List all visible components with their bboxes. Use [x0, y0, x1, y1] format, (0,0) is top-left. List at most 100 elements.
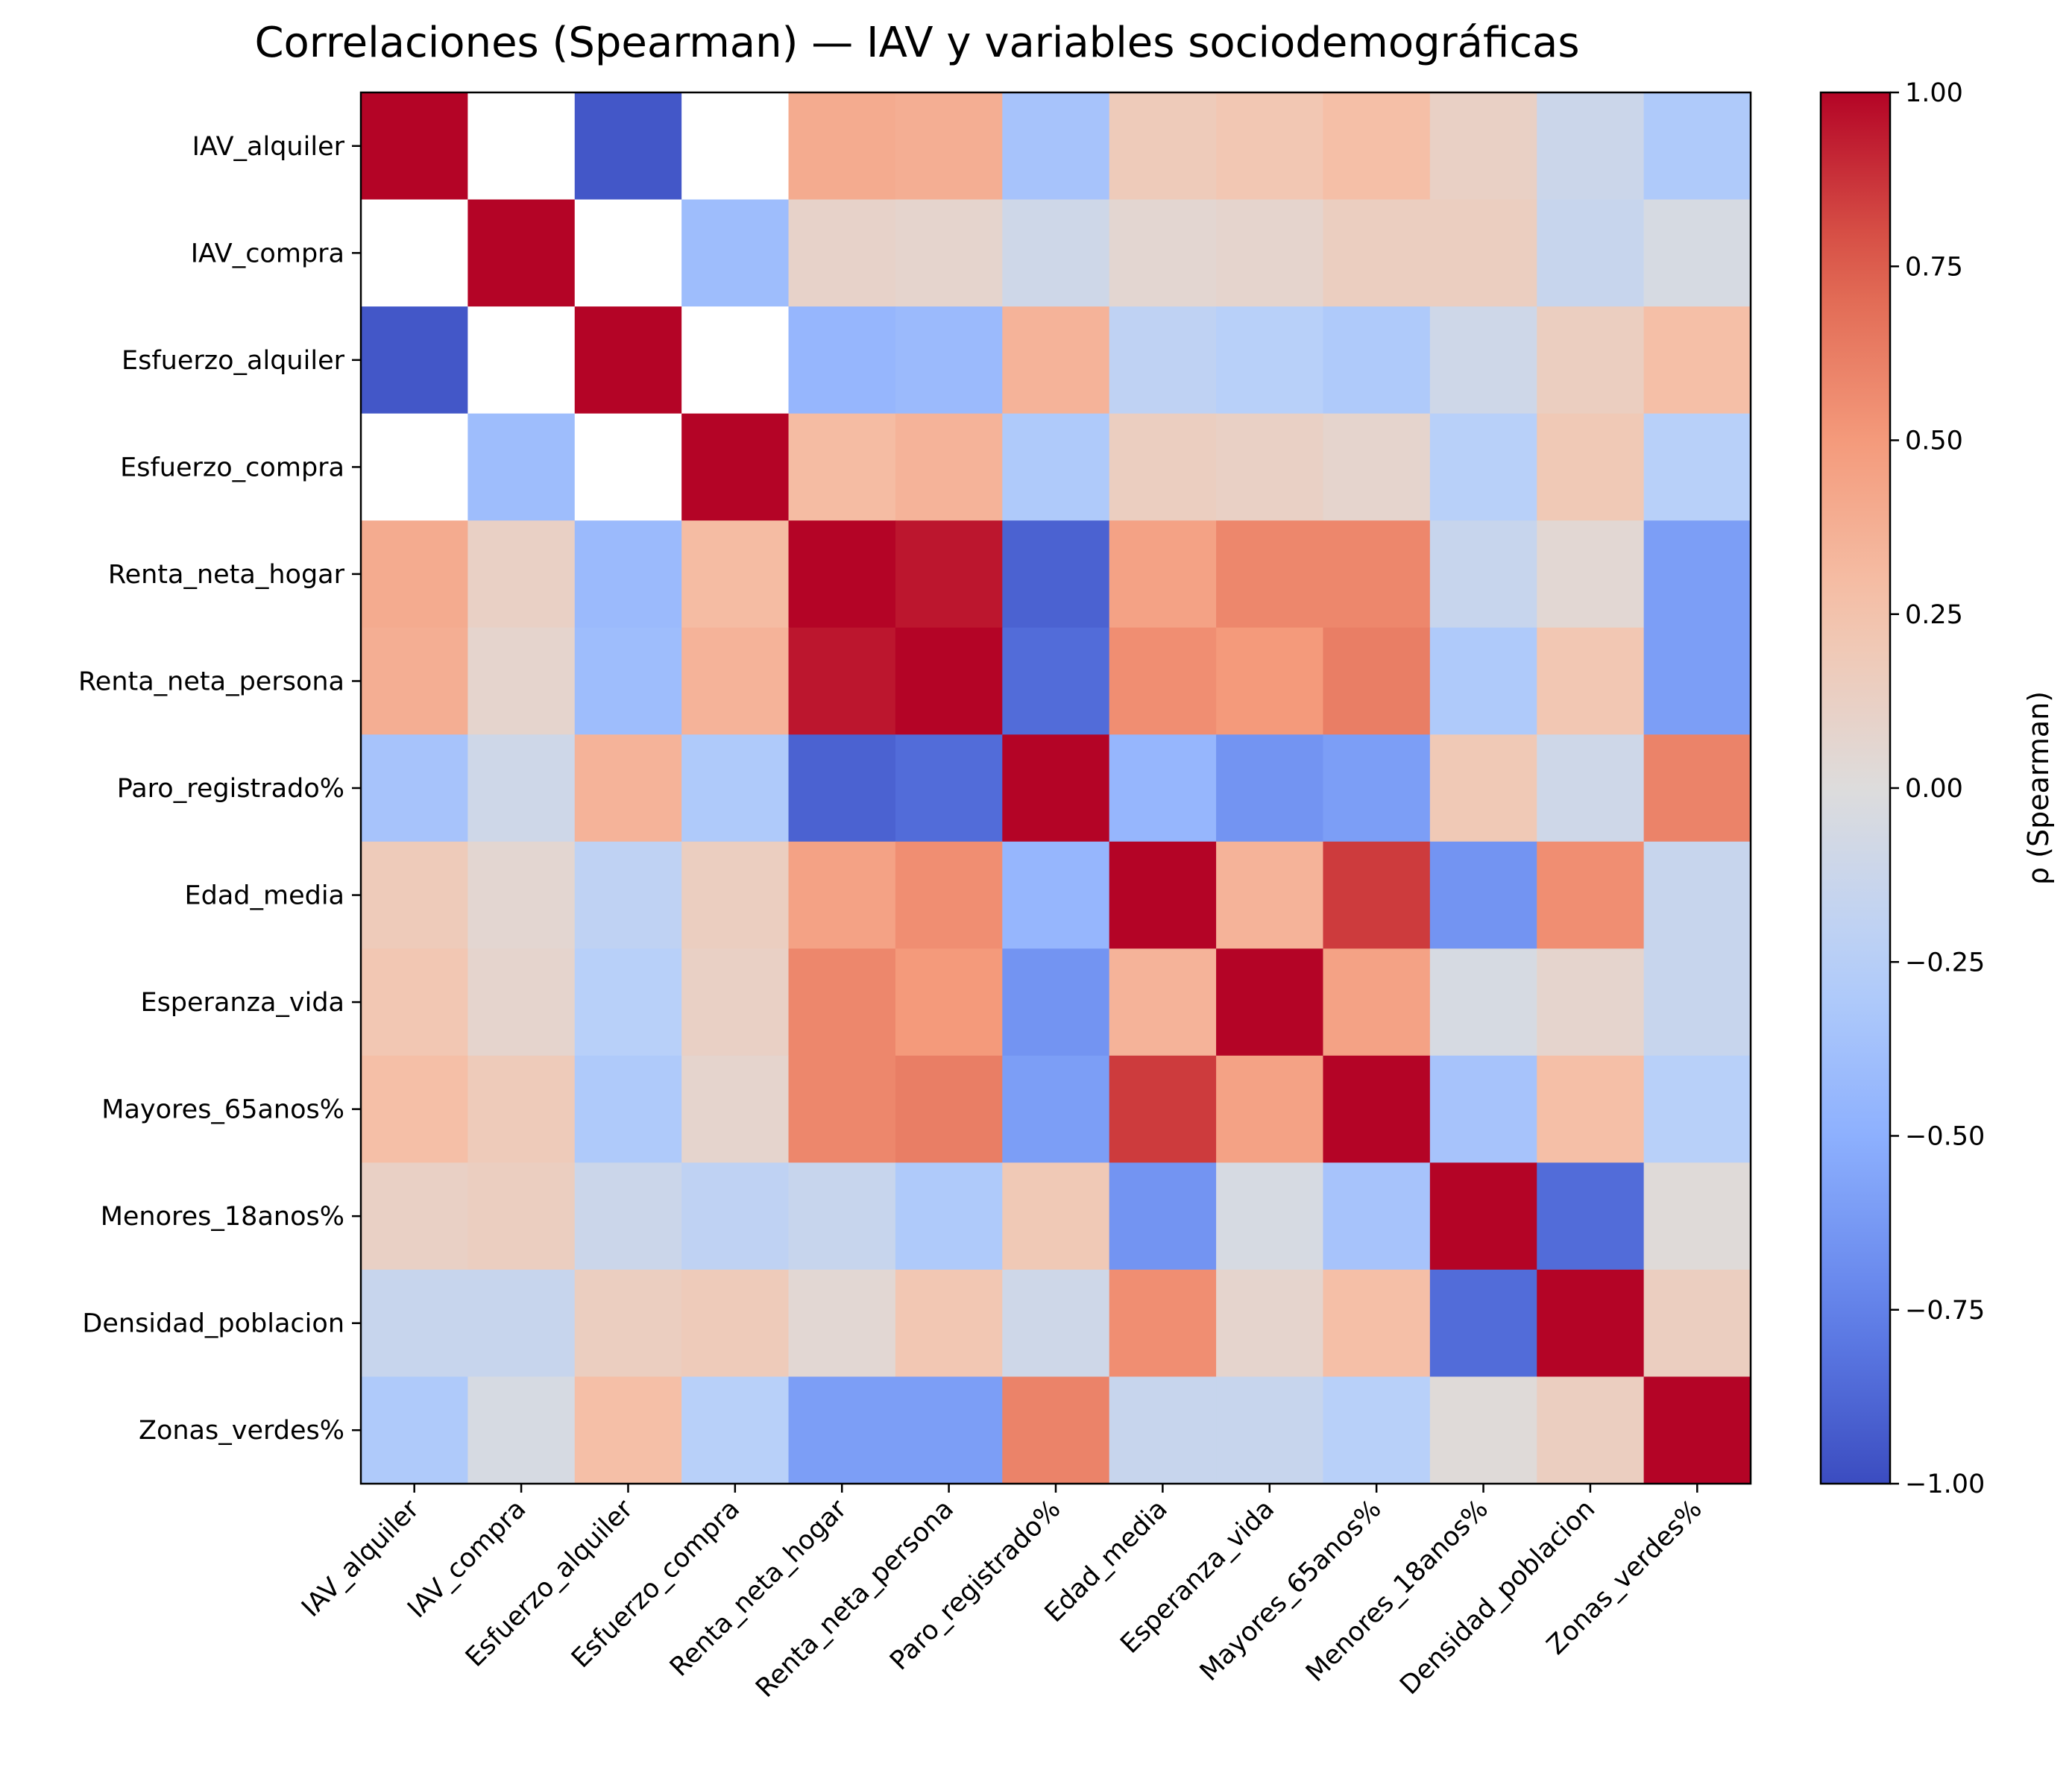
heatmap-cell	[1537, 841, 1645, 949]
heatmap-cell	[895, 520, 1003, 629]
heatmap-cell	[1216, 734, 1324, 842]
heatmap-cell	[1323, 92, 1431, 201]
colorbar-tick-label: 0.75	[1905, 252, 1963, 282]
heatmap-cell	[1429, 841, 1537, 949]
heatmap-cell	[361, 520, 468, 629]
heatmap-cell	[1323, 1376, 1431, 1484]
heatmap-cell	[1109, 841, 1217, 949]
heatmap-cell	[574, 520, 682, 629]
heatmap-cell	[1002, 413, 1110, 521]
colorbar-ticks: 1.00 0.75 0.50 0.25 0.00 −0.25 −0.50 −0.75 −1.00	[1890, 78, 1985, 1499]
heatmap-cell	[1216, 948, 1324, 1056]
heatmap-cell	[1429, 1269, 1537, 1378]
heatmap-cell	[361, 199, 468, 307]
heatmap-cell	[467, 306, 576, 415]
heatmap-cell	[1643, 1269, 1751, 1378]
heatmap-cell	[1109, 92, 1217, 201]
heatmap-cell	[1216, 1162, 1324, 1270]
heatmap-cell	[788, 520, 896, 629]
y-tick-label: Menores_18anos%	[101, 1202, 344, 1232]
heatmap-cell	[361, 734, 468, 842]
heatmap-cell	[681, 1376, 790, 1484]
heatmap-cell	[467, 948, 576, 1056]
heatmap-cell	[574, 948, 682, 1056]
heatmap-cell	[1323, 1162, 1431, 1270]
heatmap-cell	[1537, 627, 1645, 735]
heatmap-cell	[1537, 92, 1645, 201]
colorbar-tick-label: −0.75	[1905, 1296, 1985, 1326]
heatmap-cell	[1643, 306, 1751, 415]
heatmap-cell	[681, 199, 790, 307]
heatmap-cell	[467, 627, 576, 735]
heatmap-cell	[1323, 841, 1431, 949]
heatmap-cell	[1216, 199, 1324, 307]
heatmap-cell	[788, 1055, 896, 1163]
heatmap-cell	[1109, 1055, 1217, 1163]
y-tick-label: Densidad_poblacion	[82, 1309, 344, 1339]
heatmap-cell	[1643, 1162, 1751, 1270]
heatmap-cell	[1109, 1162, 1217, 1270]
heatmap-cell	[1643, 841, 1751, 949]
colorbar	[1819, 91, 1892, 1485]
heatmap-cell	[1537, 1055, 1645, 1163]
heatmap-cell	[681, 1055, 790, 1163]
heatmap-cell	[467, 1055, 576, 1163]
heatmap-cell	[361, 948, 468, 1056]
heatmap-cell	[1002, 92, 1110, 201]
heatmap-cell	[788, 199, 896, 307]
heatmap-cell	[788, 627, 896, 735]
heatmap-cell	[1109, 413, 1217, 521]
heatmap-cell	[1429, 520, 1537, 629]
heatmap-cell	[1323, 948, 1431, 1056]
heatmap-cell	[788, 1162, 896, 1270]
heatmap-cell	[895, 627, 1003, 735]
heatmap-cell	[1537, 1162, 1645, 1270]
heatmap-cell	[1643, 1376, 1751, 1484]
colorbar-tick-label: 0.25	[1905, 600, 1963, 630]
heatmap-cell	[1216, 841, 1324, 949]
y-tick-label: Esfuerzo_compra	[120, 453, 344, 482]
heatmap-cell	[574, 306, 682, 415]
heatmap-cell	[1537, 734, 1645, 842]
heatmap-cell	[681, 520, 790, 629]
heatmap-cell	[467, 1162, 576, 1270]
heatmap-cell	[1002, 734, 1110, 842]
y-tick-label: Renta_neta_hogar	[108, 560, 345, 590]
heatmap-cell	[1002, 1269, 1110, 1378]
heatmap-cell	[1643, 627, 1751, 735]
heatmap-cell	[1109, 1269, 1217, 1378]
heatmap-cell	[1323, 520, 1431, 629]
y-tick-label: IAV_compra	[191, 239, 344, 268]
heatmap-cell	[1216, 1269, 1324, 1378]
heatmap-cell	[1537, 948, 1645, 1056]
heatmap-cell	[788, 1269, 896, 1378]
heatmap-cell	[1643, 413, 1751, 521]
heatmap-cell	[895, 92, 1003, 201]
heatmap-cell	[361, 306, 468, 415]
heatmap-cell	[895, 199, 1003, 307]
y-tick-label: Renta_neta_persona	[78, 667, 344, 696]
heatmap-cell	[1002, 1055, 1110, 1163]
heatmap-cell	[681, 734, 790, 842]
heatmap-cell	[895, 1162, 1003, 1270]
heatmap-cell	[1323, 734, 1431, 842]
heatmap-cell	[788, 306, 896, 415]
heatmap-cell	[1216, 1376, 1324, 1484]
heatmap-cell	[361, 92, 468, 201]
heatmap-cell	[467, 734, 576, 842]
heatmap-cell	[1109, 627, 1217, 735]
heatmap-cell	[1216, 627, 1324, 735]
heatmap-cell	[1429, 1055, 1537, 1163]
heatmap-cell	[788, 413, 896, 521]
heatmap-cell	[895, 734, 1003, 842]
heatmap-cell	[681, 92, 790, 201]
y-axis: IAV_alquiler IAV_compra Esfuerzo_alquiler E…	[78, 132, 361, 1446]
heatmap-cell	[681, 841, 790, 949]
heatmap-cell	[574, 92, 682, 201]
heatmap-cell	[895, 413, 1003, 521]
heatmap-cell	[361, 1162, 468, 1270]
heatmap-cell	[574, 413, 682, 521]
heatmap-cell	[681, 1162, 790, 1270]
colorbar-tick-label: 0.50	[1905, 426, 1963, 456]
x-tick-label: Menores_18anos%	[1300, 1494, 1494, 1688]
